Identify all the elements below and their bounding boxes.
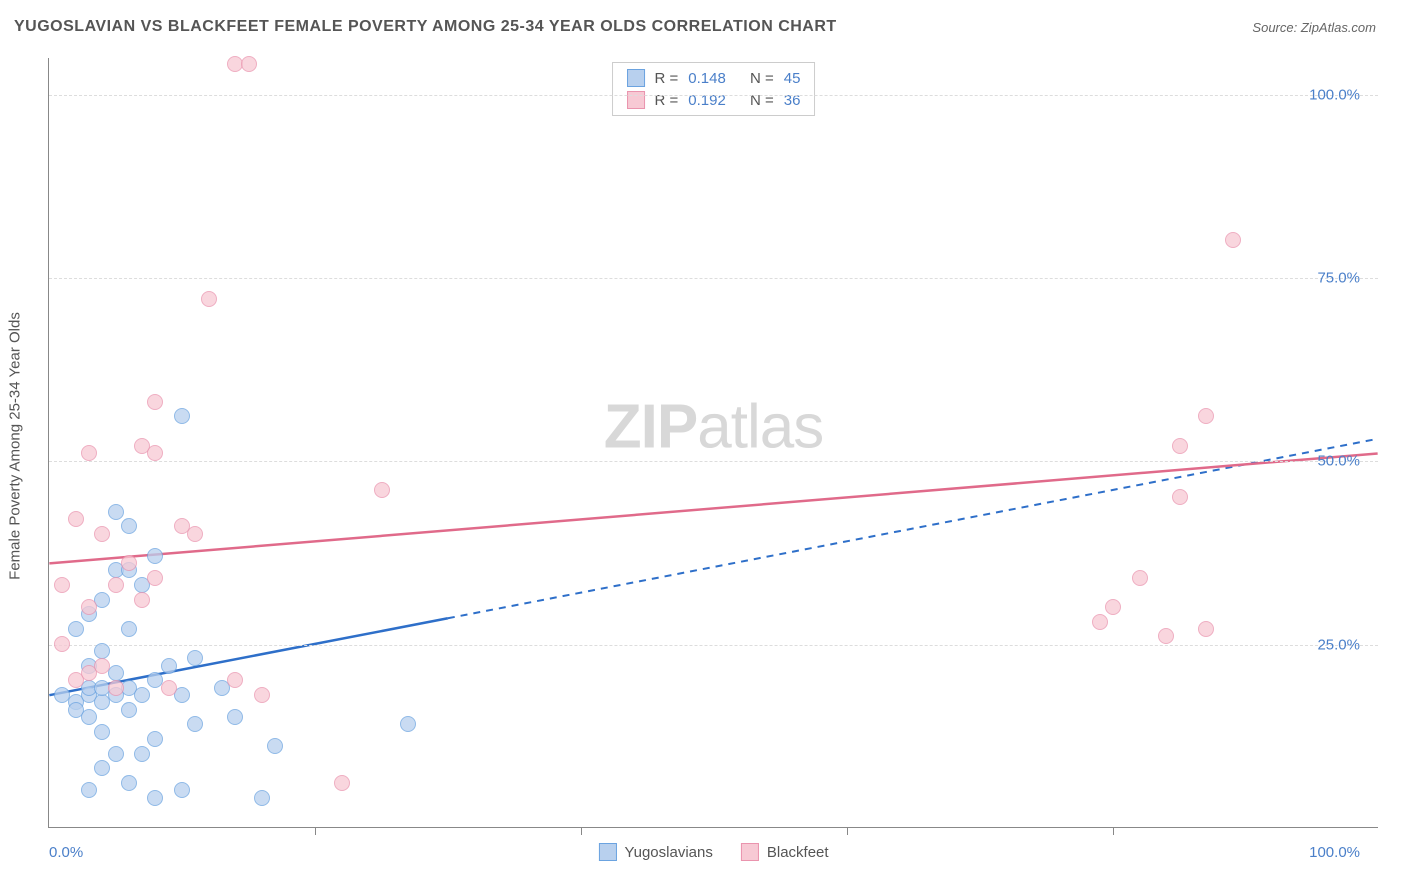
scatter-point	[174, 408, 190, 424]
legend-series: Yugoslavians Blackfeet	[598, 843, 828, 861]
scatter-point	[108, 504, 124, 520]
scatter-point	[121, 775, 137, 791]
x-tick	[847, 827, 848, 835]
scatter-point	[187, 650, 203, 666]
scatter-point	[94, 724, 110, 740]
scatter-point	[267, 738, 283, 754]
scatter-point	[94, 526, 110, 542]
scatter-point	[147, 445, 163, 461]
scatter-point	[174, 782, 190, 798]
legend-swatch-1b	[741, 843, 759, 861]
scatter-point	[374, 482, 390, 498]
grid-line-horizontal	[49, 95, 1378, 96]
watermark: ZIPatlas	[604, 392, 823, 463]
scatter-point	[161, 658, 177, 674]
scatter-point	[81, 782, 97, 798]
scatter-point	[54, 577, 70, 593]
scatter-point	[187, 716, 203, 732]
legend-n-value-0: 45	[784, 70, 801, 87]
y-tick-label: 100.0%	[1309, 86, 1360, 103]
legend-r-label: R =	[655, 70, 679, 87]
legend-swatch-0b	[598, 843, 616, 861]
x-tick	[315, 827, 316, 835]
scatter-point	[121, 621, 137, 637]
scatter-point	[1092, 614, 1108, 630]
scatter-point	[227, 672, 243, 688]
scatter-point	[147, 548, 163, 564]
x-tick	[581, 827, 582, 835]
scatter-point	[81, 709, 97, 725]
scatter-point	[1172, 438, 1188, 454]
x-tick-label: 0.0%	[49, 844, 83, 861]
scatter-point	[254, 687, 270, 703]
scatter-point	[241, 56, 257, 72]
legend-item-1: Blackfeet	[741, 843, 829, 861]
y-axis-title: Female Poverty Among 25-34 Year Olds	[7, 312, 24, 580]
legend-row-series-0: R = 0.148 N = 45	[627, 67, 801, 89]
scatter-point	[161, 680, 177, 696]
scatter-point	[1172, 489, 1188, 505]
scatter-point	[400, 716, 416, 732]
scatter-point	[227, 709, 243, 725]
scatter-point	[68, 511, 84, 527]
grid-line-horizontal	[49, 278, 1378, 279]
legend-swatch-0	[627, 69, 645, 87]
scatter-point	[1132, 570, 1148, 586]
scatter-point	[121, 518, 137, 534]
legend-row-series-1: R = 0.192 N = 36	[627, 89, 801, 111]
scatter-point	[1198, 408, 1214, 424]
scatter-point	[147, 570, 163, 586]
scatter-point	[334, 775, 350, 791]
grid-line-horizontal	[49, 645, 1378, 646]
y-tick-label: 50.0%	[1317, 453, 1360, 470]
source-label: Source:	[1252, 20, 1297, 35]
scatter-point	[254, 790, 270, 806]
scatter-point	[134, 687, 150, 703]
scatter-point	[1198, 621, 1214, 637]
scatter-point	[147, 731, 163, 747]
scatter-point	[121, 555, 137, 571]
grid-line-horizontal	[49, 461, 1378, 462]
chart-container: YUGOSLAVIAN VS BLACKFEET FEMALE POVERTY …	[0, 0, 1406, 892]
scatter-point	[94, 760, 110, 776]
scatter-point	[108, 746, 124, 762]
legend-correlation: R = 0.148 N = 45 R = 0.192 N = 36	[612, 62, 816, 116]
scatter-point	[1225, 232, 1241, 248]
legend-item-0: Yugoslavians	[598, 843, 712, 861]
legend-label-1: Blackfeet	[767, 844, 829, 861]
legend-r-value-0: 0.148	[688, 70, 726, 87]
scatter-point	[1158, 628, 1174, 644]
x-tick	[1113, 827, 1114, 835]
scatter-point	[147, 790, 163, 806]
chart-title: YUGOSLAVIAN VS BLACKFEET FEMALE POVERTY …	[14, 18, 837, 36]
watermark-light: atlas	[697, 393, 823, 462]
source-attribution: Source: ZipAtlas.com	[1252, 20, 1376, 35]
legend-label-0: Yugoslavians	[624, 844, 712, 861]
scatter-point	[108, 577, 124, 593]
scatter-point	[134, 746, 150, 762]
scatter-point	[121, 702, 137, 718]
x-tick-label: 100.0%	[1309, 844, 1360, 861]
source-name: ZipAtlas.com	[1301, 20, 1376, 35]
scatter-point	[81, 599, 97, 615]
y-tick-label: 25.0%	[1317, 636, 1360, 653]
y-tick-label: 75.0%	[1317, 270, 1360, 287]
scatter-point	[174, 518, 190, 534]
scatter-point	[94, 643, 110, 659]
scatter-point	[94, 658, 110, 674]
scatter-point	[68, 621, 84, 637]
legend-n-label: N =	[750, 70, 774, 87]
title-row: YUGOSLAVIAN VS BLACKFEET FEMALE POVERTY …	[0, 0, 1406, 44]
scatter-point	[108, 680, 124, 696]
scatter-point	[81, 445, 97, 461]
scatter-point	[147, 394, 163, 410]
scatter-point	[134, 592, 150, 608]
scatter-point	[1105, 599, 1121, 615]
scatter-point	[54, 636, 70, 652]
scatter-point	[201, 291, 217, 307]
watermark-bold: ZIP	[604, 393, 697, 462]
plot-area: ZIPatlas R = 0.148 N = 45 R = 0.192 N = …	[48, 58, 1378, 828]
